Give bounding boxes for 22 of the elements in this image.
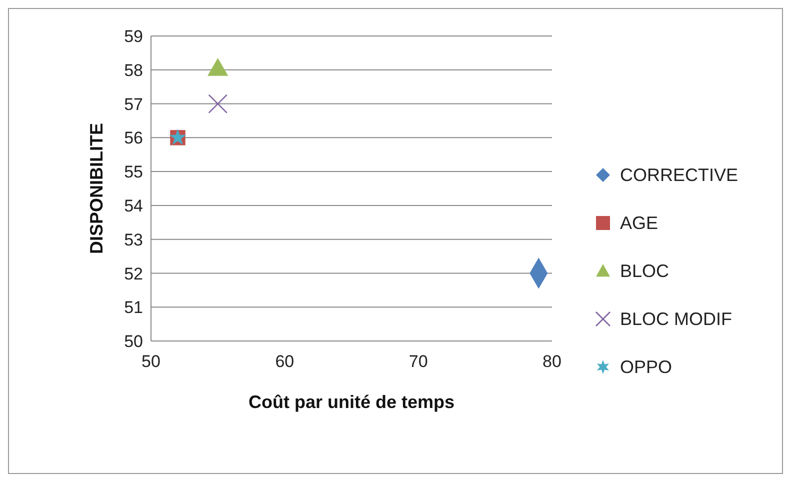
x-tick-label: 70 (408, 352, 428, 372)
x-tick-label: 60 (275, 352, 294, 372)
x-tick-label: 50 (142, 352, 160, 372)
y-tick-label: 59 (124, 27, 143, 46)
legend-label: BLOC (620, 260, 670, 282)
y-tick-label: 54 (124, 196, 143, 216)
y-tick-label: 52 (124, 264, 143, 284)
x-axis-title: Coût par unité de temps (248, 392, 455, 412)
legend-label: OPPO (620, 356, 672, 378)
y-tick-label: 58 (124, 60, 143, 80)
legend-label: AGE (620, 212, 658, 234)
y-tick-label: 55 (124, 162, 143, 182)
legend-label: CORRECTIVE (620, 164, 738, 186)
y-tick-label: 56 (124, 128, 143, 148)
y-axis-title: DISPONIBILITE (86, 122, 106, 254)
y-tick-label: 50 (124, 332, 143, 352)
y-tick-label: 57 (124, 94, 143, 114)
y-tick-label: 51 (124, 298, 143, 318)
x-tick-label: 80 (542, 352, 562, 372)
y-tick-label: 53 (124, 230, 143, 250)
legend-label: BLOC MODIF (620, 308, 732, 330)
point (208, 94, 228, 114)
